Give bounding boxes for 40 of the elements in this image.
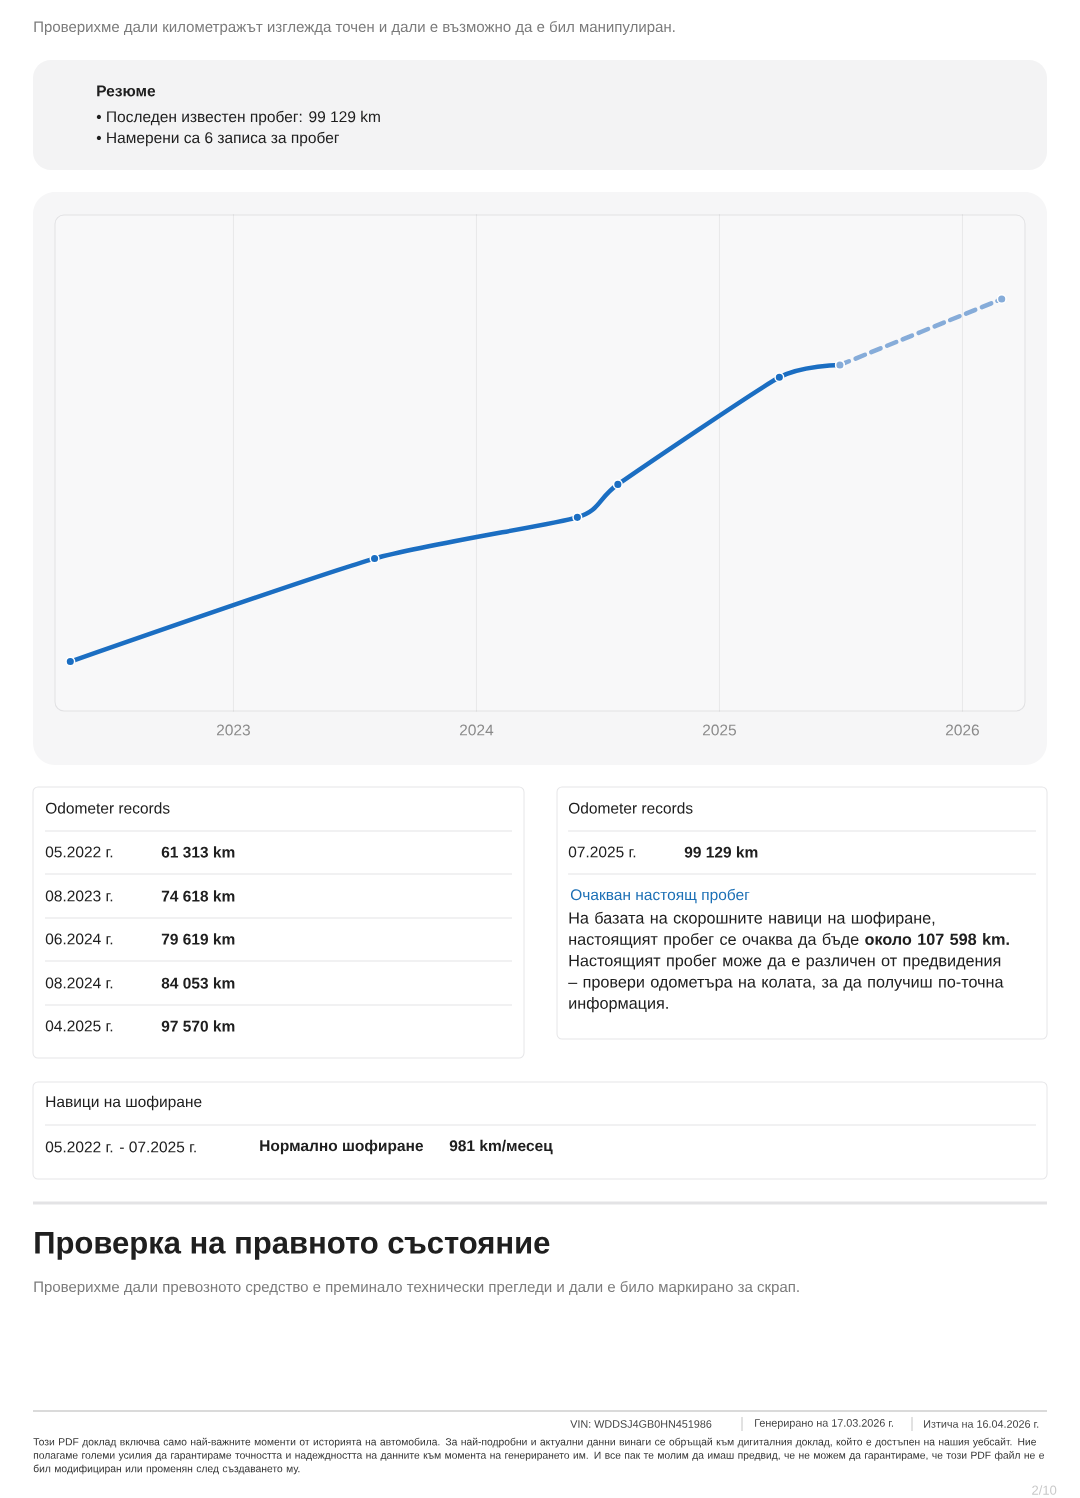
text: 07.2025 г. <box>568 846 636 858</box>
text: 97 570 km <box>161 1020 235 1032</box>
text: 79 619 km <box>161 933 235 945</box>
text: Генерирано на 17.03.2026 г. <box>755 1419 893 1429</box>
text: • Последен известен пробег: 99 129 km <box>96 110 380 126</box>
text: 05.2022 г. - 07.2025 г. <box>45 1141 196 1153</box>
x-tick-label: 2023 <box>216 724 250 736</box>
text: На базата на скорошните навици на шофиране, настоящият пробег се очаква да бъде около 107 598 km. Настоящият пробег може да е различен от предвидения – провери одометъра на колата, за да получиш по-точна информация. <box>568 911 1009 1013</box>
text: Проверка на правното състояние <box>35 1232 550 1260</box>
point <box>572 512 583 523</box>
x-tick-label: 2024 <box>459 724 494 736</box>
text: 61 313 km <box>161 846 235 858</box>
point <box>996 293 1007 305</box>
text: Този PDF доклад включва само най-важните моменти от историята на автомобила. За най-подробни и актуални данни винаги се обръщай към дигиталния доклад, който е достъпен на нашия уебсайт. Ние полагаме големи усилия да гарантираме точността и надеждността на данните към момента на генерирането им. И все пак те молим да имаш предвид, че не можем да гарантираме, че този PDF файл не е бил модифициран или променян след създаването му. <box>33 1437 1044 1475</box>
text: 981 km/месец <box>449 1139 553 1155</box>
point <box>774 372 785 383</box>
text: Очакван настоящ пробег <box>570 888 750 904</box>
text: Нормално шофиране <box>260 1139 424 1155</box>
point <box>612 479 623 490</box>
text: 08.2024 г. <box>45 977 113 989</box>
text: Изтича на 16.04.2026 г. <box>924 1420 1039 1428</box>
text: Резюме <box>97 85 156 97</box>
text: Проверихме дали превозното средство е преминало технически прегледи и дали е било маркирано за скрап. <box>34 1280 799 1296</box>
chart-subtitle: Проверихме дали километражът изглежда точен и дали е възможно да е бил манипулиран. <box>34 20 675 36</box>
text: 99 129 km <box>684 846 758 858</box>
text: • Намерени са 6 записа за пробег <box>96 131 340 147</box>
x-tick-label: 2025 <box>702 724 737 736</box>
text: 74 618 km <box>161 890 235 902</box>
text: VIN: WDDSJ4GB0HN451986 <box>570 1420 712 1428</box>
point <box>369 553 380 564</box>
text: 05.2022 г. <box>45 846 113 858</box>
text: Odometer records <box>568 802 693 814</box>
text: 08.2023 г. <box>45 890 113 902</box>
x-tick-label: 2026 <box>945 724 979 736</box>
text: Навици на шофиране <box>46 1095 202 1111</box>
text: 04.2025 г. <box>45 1020 113 1032</box>
text: Odometer records <box>45 802 170 814</box>
text: 84 053 km <box>161 977 235 989</box>
point <box>65 656 76 667</box>
text: 06.2024 г. <box>45 933 113 945</box>
